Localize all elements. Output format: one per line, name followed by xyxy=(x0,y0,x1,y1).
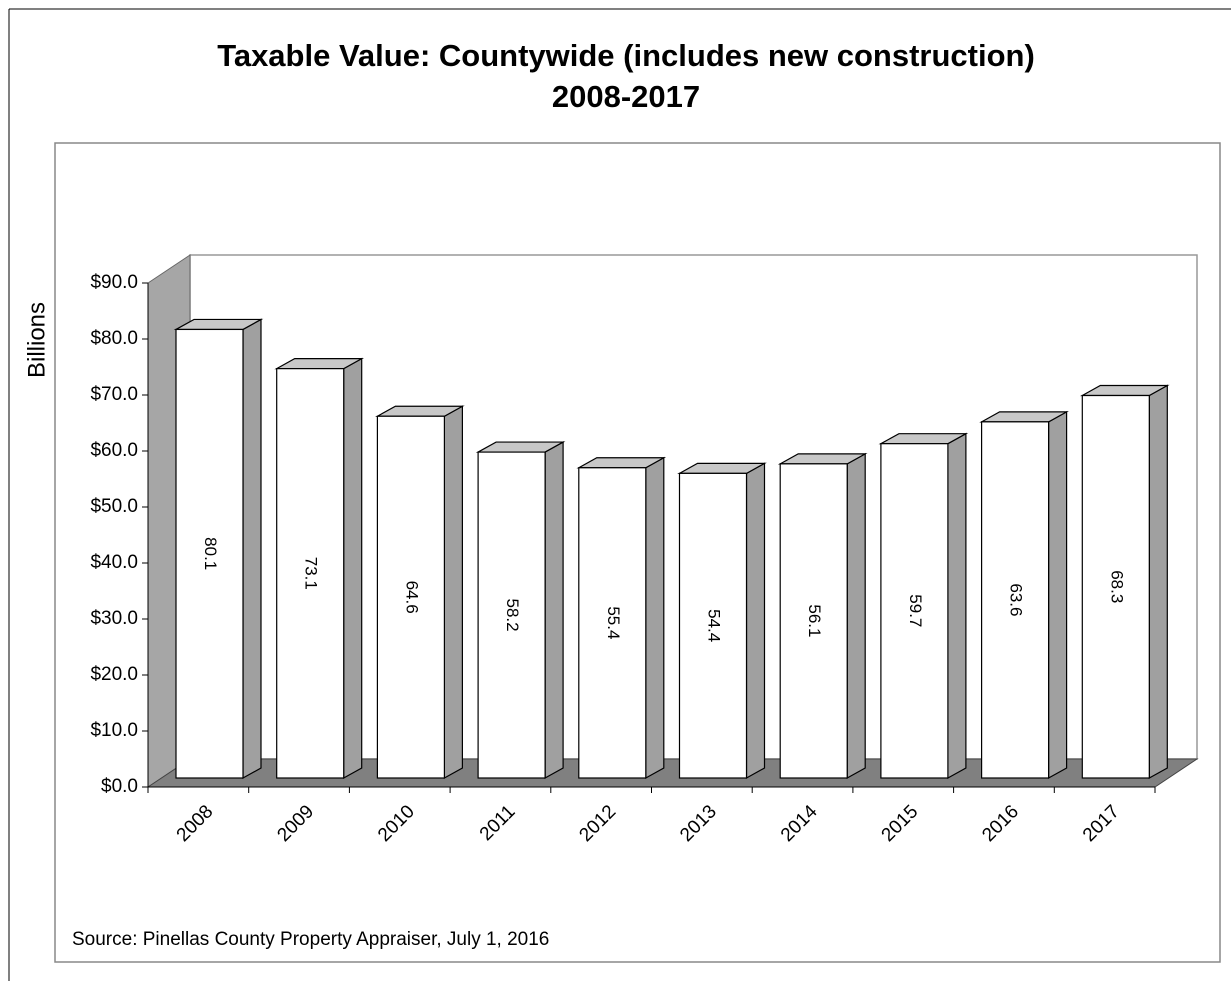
bar-side xyxy=(846,452,866,780)
x-tick-label: 2012 xyxy=(575,801,620,846)
bar-side xyxy=(544,441,564,780)
bar xyxy=(276,368,345,779)
bar-side xyxy=(242,318,262,780)
bar-side xyxy=(745,462,766,780)
bar xyxy=(578,467,647,779)
x-tick-label: 2013 xyxy=(676,801,721,846)
value-label: 64.6 xyxy=(402,581,421,614)
y-axis-label: Billions xyxy=(23,302,50,378)
bar xyxy=(980,421,1050,779)
x-tick-label: 2015 xyxy=(878,801,923,846)
chart-subtitle: 2008-2017 xyxy=(552,79,700,114)
bar xyxy=(678,472,748,779)
x-tick-label: 2016 xyxy=(978,801,1023,846)
x-tick-label: 2011 xyxy=(476,801,520,845)
value-label: 59.7 xyxy=(906,594,925,627)
x-tick-label: 2008 xyxy=(173,801,218,846)
y-tick-label: $80.0 xyxy=(90,328,138,349)
chart-title: Taxable Value: Countywide (includes new … xyxy=(217,38,1035,73)
plot-area xyxy=(54,142,1221,963)
value-label: 73.1 xyxy=(302,557,321,590)
y-tick-label: $70.0 xyxy=(90,384,138,405)
bar xyxy=(779,463,848,779)
bar-side xyxy=(343,357,363,780)
y-tick-label: $10.0 xyxy=(90,720,138,741)
source-note: Source: Pinellas County Property Apprais… xyxy=(72,929,549,950)
value-label: 68.3 xyxy=(1107,570,1126,603)
bar-side xyxy=(947,432,967,780)
bar xyxy=(477,451,546,779)
y-tick-label: $20.0 xyxy=(90,664,138,685)
bar xyxy=(175,328,244,779)
bar xyxy=(376,415,445,779)
y-tick-label: $50.0 xyxy=(90,496,138,517)
y-tick-label: $40.0 xyxy=(90,552,138,573)
bar-side xyxy=(1047,410,1068,780)
bar xyxy=(880,443,949,779)
value-label: 58.2 xyxy=(503,598,522,631)
y-tick-label: $0.0 xyxy=(101,776,138,797)
bar xyxy=(1081,394,1150,779)
y-tick-label: $30.0 xyxy=(90,608,138,629)
value-label: 63.6 xyxy=(1007,583,1026,616)
value-label: 54.4 xyxy=(705,609,724,642)
y-tick-label: $60.0 xyxy=(90,440,138,461)
bar-side xyxy=(645,456,665,780)
value-label: 56.1 xyxy=(805,604,824,637)
value-label: 80.1 xyxy=(201,537,220,570)
y-tick-label: $90.0 xyxy=(90,272,138,293)
x-tick-label: 2009 xyxy=(273,801,318,846)
value-label: 55.4 xyxy=(604,606,623,639)
x-tick-label: 2017 xyxy=(1079,801,1124,846)
x-tick-label: 2010 xyxy=(374,801,419,846)
bar-side xyxy=(1148,384,1168,780)
bar-side xyxy=(443,405,463,780)
x-tick-label: 2014 xyxy=(777,801,822,846)
